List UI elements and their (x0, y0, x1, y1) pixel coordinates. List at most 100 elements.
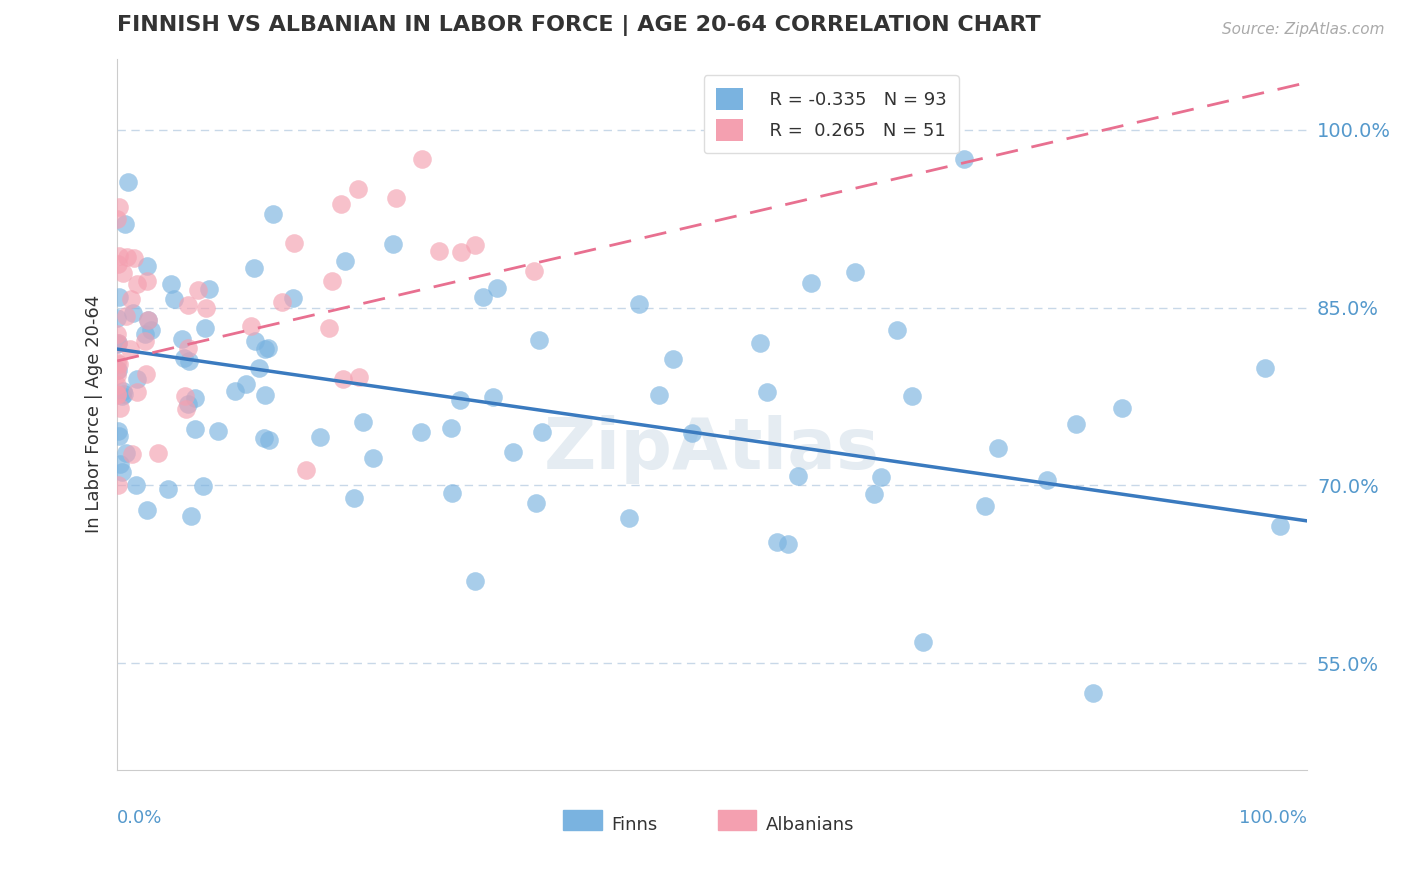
Finns (108, 429, 131, 443)
Albanians (195, 301, 218, 316)
Albanians (105, 363, 128, 377)
Albanians (111, 266, 134, 280)
Finns (681, 425, 703, 440)
Finns (207, 424, 229, 438)
Albanians (146, 446, 169, 460)
Albanians (239, 318, 262, 333)
Albanians (121, 448, 143, 462)
Finns (111, 465, 134, 479)
Albanians (347, 370, 370, 384)
Finns (115, 446, 138, 460)
Albanians (120, 292, 142, 306)
Finns (125, 478, 148, 492)
Finns (107, 336, 129, 351)
Albanians (464, 238, 486, 252)
Albanians (330, 197, 353, 211)
Finns (502, 444, 524, 458)
Albanians (105, 211, 128, 226)
Albanians (174, 401, 197, 416)
Finns (530, 425, 553, 439)
Finns (987, 442, 1010, 456)
Finns (180, 509, 202, 524)
Finns (382, 236, 405, 251)
Finns (259, 433, 281, 447)
Finns (179, 354, 201, 368)
Bar (718, 810, 756, 830)
Finns (135, 259, 157, 273)
Finns (1254, 361, 1277, 376)
Finns (111, 384, 134, 398)
Finns (786, 469, 808, 483)
Finns (198, 282, 221, 296)
Finns (172, 332, 194, 346)
Finns (352, 415, 374, 429)
Text: 100.0%: 100.0% (1239, 809, 1308, 827)
Finns (628, 297, 651, 311)
Finns (662, 351, 685, 366)
Finns (973, 500, 995, 514)
Finns (1064, 417, 1087, 431)
Finns (527, 334, 550, 348)
Albanians (450, 245, 472, 260)
Finns (184, 391, 207, 405)
Albanians (105, 355, 128, 369)
Finns (235, 377, 257, 392)
Albanians (427, 244, 450, 259)
Finns (177, 397, 200, 411)
Albanians (122, 251, 145, 265)
Albanians (295, 463, 318, 477)
Finns (108, 458, 131, 472)
Finns (440, 421, 463, 435)
Finns (191, 478, 214, 492)
Albanians (105, 377, 128, 392)
Finns (121, 305, 143, 319)
Finns (173, 351, 195, 366)
Finns (139, 323, 162, 337)
Finns (224, 384, 246, 399)
Finns (242, 260, 264, 275)
Finns (1036, 474, 1059, 488)
Finns (127, 372, 149, 386)
Finns (1081, 686, 1104, 700)
Albanians (110, 401, 132, 415)
Finns (114, 217, 136, 231)
Finns (863, 487, 886, 501)
Albanians (136, 274, 159, 288)
Finns (156, 483, 179, 497)
Albanians (134, 334, 156, 348)
Finns (105, 336, 128, 351)
Albanians (105, 388, 128, 402)
Albanians (385, 192, 408, 206)
Albanians (105, 387, 128, 401)
Albanians (136, 313, 159, 327)
Finns (254, 388, 277, 402)
Albanians (332, 372, 354, 386)
Finns (648, 388, 671, 402)
Finns (108, 289, 131, 303)
Albanians (107, 478, 129, 492)
Albanians (270, 295, 292, 310)
Albanians (283, 236, 305, 251)
Albanians (176, 298, 198, 312)
Y-axis label: In Labor Force | Age 20-64: In Labor Force | Age 20-64 (86, 295, 103, 533)
Finns (1111, 401, 1133, 415)
Albanians (321, 274, 343, 288)
Text: Albanians: Albanians (766, 816, 855, 834)
Albanians (105, 326, 128, 341)
Finns (361, 450, 384, 465)
Albanians (107, 357, 129, 371)
Albanians (125, 384, 148, 399)
Finns (619, 511, 641, 525)
Finns (766, 534, 789, 549)
Albanians (347, 182, 370, 196)
Finns (136, 312, 159, 326)
Albanians (173, 389, 195, 403)
Finns (952, 152, 974, 166)
Finns (886, 323, 908, 337)
Finns (901, 389, 924, 403)
Finns (471, 289, 494, 303)
Finns (194, 321, 217, 335)
Finns (135, 503, 157, 517)
Finns (308, 430, 330, 444)
Legend:   R = -0.335   N = 93,   R =  0.265   N = 51: R = -0.335 N = 93, R = 0.265 N = 51 (703, 75, 959, 153)
